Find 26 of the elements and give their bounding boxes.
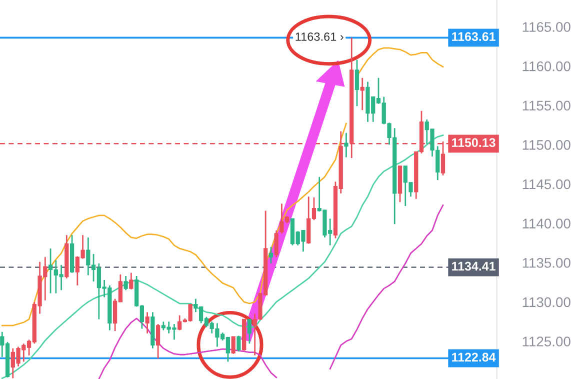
candlestick xyxy=(354,59,360,107)
candlestick xyxy=(129,272,134,290)
y-tick-label: 1145.00 xyxy=(522,179,570,190)
candlestick xyxy=(124,275,128,291)
ref-line-label: 1134.41 xyxy=(452,262,496,271)
candlestick xyxy=(247,318,252,344)
y-tick-label: 1140.00 xyxy=(522,218,570,228)
y-tick-label: 1130.00 xyxy=(522,297,570,308)
y-tick-label: 1155.00 xyxy=(522,100,570,111)
ref-line-label: 1150.13 xyxy=(452,138,496,148)
y-tick-label: 1125.00 xyxy=(522,336,570,346)
y-tick-label: 1160.00 xyxy=(522,61,570,72)
candlestick xyxy=(274,230,278,258)
candlestick xyxy=(231,336,236,355)
ref-line-label: 1163.61 xyxy=(452,32,496,42)
candlestick xyxy=(156,323,160,360)
y-tick-label: 1135.00 xyxy=(522,258,570,268)
ref-line-label: 1122.84 xyxy=(452,352,496,362)
y-tick-label: 1150.00 xyxy=(522,140,570,150)
candlestick xyxy=(344,132,348,158)
annotation: 1163.61 › xyxy=(296,32,344,41)
candlestick xyxy=(360,77,364,111)
y-tick-label: 1165.00 xyxy=(522,22,570,32)
candlestick xyxy=(268,246,274,264)
candlestick xyxy=(145,311,150,334)
candlestick xyxy=(236,335,241,352)
